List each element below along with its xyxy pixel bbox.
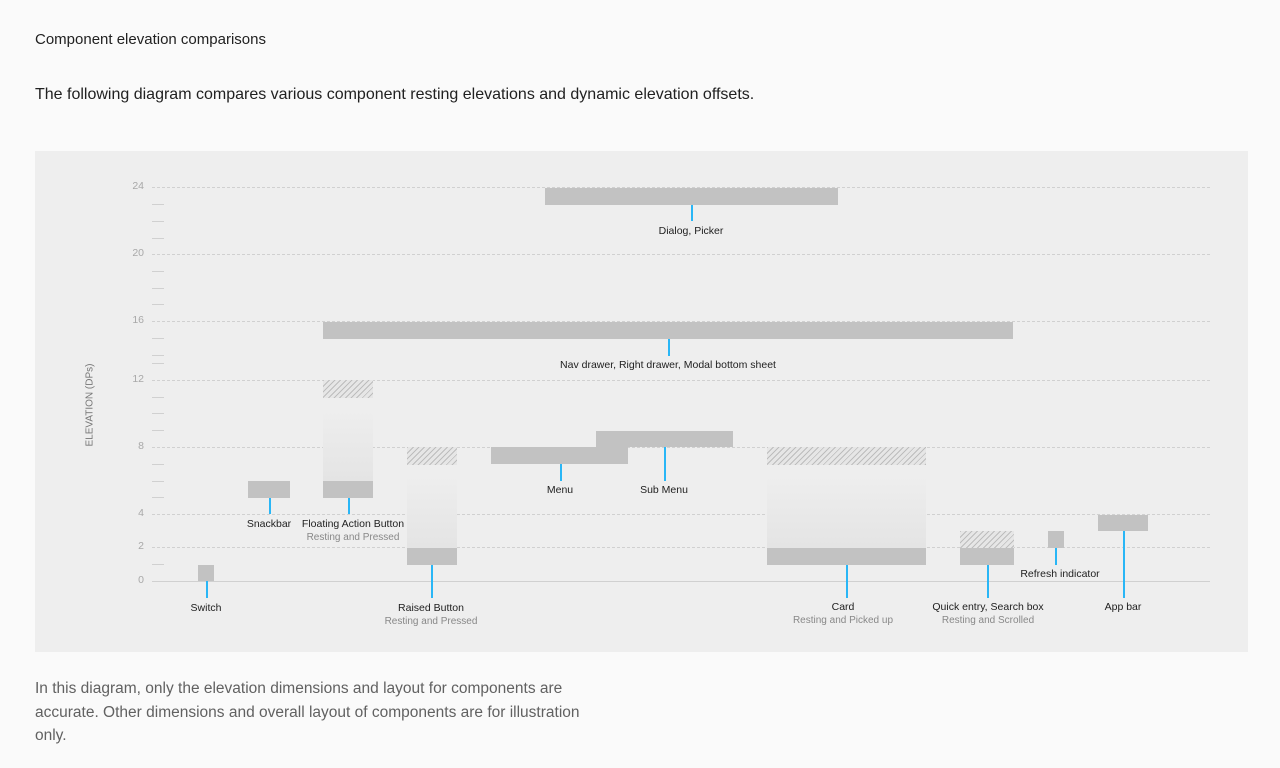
minor-tick (152, 397, 164, 398)
y-axis-label: ELEVATION (DPs) (84, 363, 96, 447)
gridline (152, 380, 1210, 381)
gridline (152, 547, 1210, 548)
minor-tick (152, 304, 164, 305)
fab-shadow-range (323, 410, 373, 481)
tick-label: 24 (132, 180, 144, 192)
label-main: Card (831, 601, 855, 613)
raised-button-pressed-bar (407, 447, 457, 465)
component-label: Switch (190, 602, 222, 614)
baseline (152, 581, 1210, 582)
component-label: Refresh indicator (1020, 568, 1100, 580)
leader-line (691, 205, 693, 221)
component-label: App bar (1104, 601, 1142, 613)
tick-label: 20 (132, 247, 144, 259)
leader-line (206, 581, 208, 598)
leader-line (1055, 548, 1057, 565)
sub-menu-bar (596, 431, 733, 447)
minor-tick (152, 430, 164, 431)
gridline (152, 514, 1210, 515)
search-box-scrolled-bar (960, 531, 1014, 548)
component-label: Sub Menu (640, 484, 688, 496)
component-label: Menu (546, 484, 574, 496)
minor-tick (152, 271, 164, 272)
minor-tick (152, 204, 164, 205)
component-label: Card Resting and Picked up (793, 601, 893, 626)
tick-label: 4 (138, 507, 144, 519)
footnote: In this diagram, only the elevation dime… (35, 680, 580, 744)
tick-label: 8 (138, 440, 144, 452)
leader-line (664, 447, 666, 481)
card-resting-bar (767, 548, 926, 565)
gridline (152, 187, 1210, 188)
gridline (152, 254, 1210, 255)
label-sub: Resting and Scrolled (941, 615, 1035, 626)
component-label: Floating Action Button Resting and Presse… (302, 518, 404, 543)
minor-tick (152, 221, 164, 222)
minor-tick (152, 288, 164, 289)
card-picked-up-bar (767, 447, 926, 465)
leader-line (431, 565, 433, 598)
leader-line (269, 498, 271, 514)
gridline (152, 447, 1210, 448)
label-sub: Resting and Pressed (306, 532, 400, 543)
fab-pressed-bar (323, 380, 373, 398)
label-sub: Resting and Pressed (384, 616, 478, 627)
switch-bar (198, 565, 214, 581)
leader-line (846, 565, 848, 598)
tick-label: 16 (132, 314, 144, 326)
label-sub: Resting and Picked up (792, 615, 894, 626)
raised-button-resting-bar (407, 548, 457, 565)
fab-resting-bar (323, 481, 373, 498)
dialog-bar (545, 188, 838, 205)
component-label: Nav drawer, Right drawer, Modal bottom s… (560, 359, 776, 371)
tick-label: 0 (138, 574, 144, 586)
component-label: Quick entry, Search box Resting and Scrol… (932, 601, 1043, 626)
leader-line (1123, 531, 1125, 598)
leader-line (668, 339, 670, 356)
diagram-panel (35, 151, 1248, 652)
leader-line (987, 565, 989, 598)
intro-text: The following diagram compares various c… (35, 86, 755, 103)
app-bar-bar (1098, 515, 1148, 531)
minor-tick (152, 355, 164, 356)
section-heading: Component elevation comparisons (35, 31, 266, 48)
minor-tick (152, 363, 164, 364)
component-label: Raised Button Resting and Pressed (385, 602, 478, 627)
leader-line (560, 464, 562, 481)
label-main: Floating Action Button (301, 518, 405, 530)
component-label: Snackbar (246, 518, 292, 530)
component-label: Dialog, Picker (658, 225, 724, 237)
search-box-resting-bar (960, 548, 1014, 565)
refresh-indicator-bar (1048, 531, 1064, 548)
minor-tick (152, 413, 164, 414)
raised-button-shadow-range (407, 475, 457, 548)
minor-tick (152, 564, 164, 565)
minor-tick (152, 238, 164, 239)
snackbar-bar (248, 481, 290, 498)
minor-tick (152, 464, 164, 465)
leader-line (348, 498, 350, 514)
minor-tick (152, 338, 164, 339)
minor-tick (152, 481, 164, 482)
tick-label: 12 (132, 373, 144, 385)
label-main: Raised Button (398, 602, 464, 614)
nav-drawer-bar (323, 322, 1013, 339)
card-shadow-range (767, 475, 926, 548)
menu-bar (491, 447, 628, 464)
tick-label: 2 (138, 540, 144, 552)
minor-tick (152, 497, 164, 498)
label-main: Quick entry, Search box (932, 601, 1044, 613)
gridline (152, 321, 1210, 322)
